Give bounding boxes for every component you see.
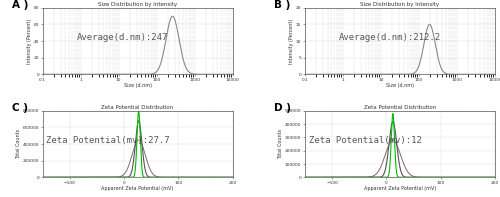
- Text: D ): D ): [274, 103, 291, 113]
- Text: Zeta Potential(mv):12: Zeta Potential(mv):12: [308, 136, 422, 145]
- X-axis label: Size (d.nm): Size (d.nm): [124, 83, 152, 88]
- Y-axis label: Intensity (Percent): Intensity (Percent): [27, 19, 32, 64]
- Text: Average(d.nm):212.2: Average(d.nm):212.2: [339, 33, 441, 42]
- Title: Size Distribution by Intensity: Size Distribution by Intensity: [360, 2, 440, 7]
- Text: A ): A ): [12, 0, 28, 10]
- Title: Zeta Potential Distribution: Zeta Potential Distribution: [364, 105, 436, 110]
- Text: Zeta Potential(mv):27.7: Zeta Potential(mv):27.7: [46, 136, 170, 145]
- Y-axis label: Intensity (Percent): Intensity (Percent): [290, 19, 294, 64]
- Text: Average(d.nm):247: Average(d.nm):247: [76, 33, 168, 42]
- Text: C ): C ): [12, 103, 28, 113]
- Title: Zeta Potential Distribution: Zeta Potential Distribution: [102, 105, 174, 110]
- X-axis label: Apparent Zeta Potential (mV): Apparent Zeta Potential (mV): [102, 186, 174, 191]
- Y-axis label: Total Counts: Total Counts: [16, 129, 21, 159]
- Title: Size Distribution by Intensity: Size Distribution by Intensity: [98, 2, 177, 7]
- Text: B ): B ): [274, 0, 291, 10]
- X-axis label: Size (d.nm): Size (d.nm): [386, 83, 414, 88]
- X-axis label: Apparent Zeta Potential (mV): Apparent Zeta Potential (mV): [364, 186, 436, 191]
- Y-axis label: Total Counts: Total Counts: [278, 129, 283, 159]
